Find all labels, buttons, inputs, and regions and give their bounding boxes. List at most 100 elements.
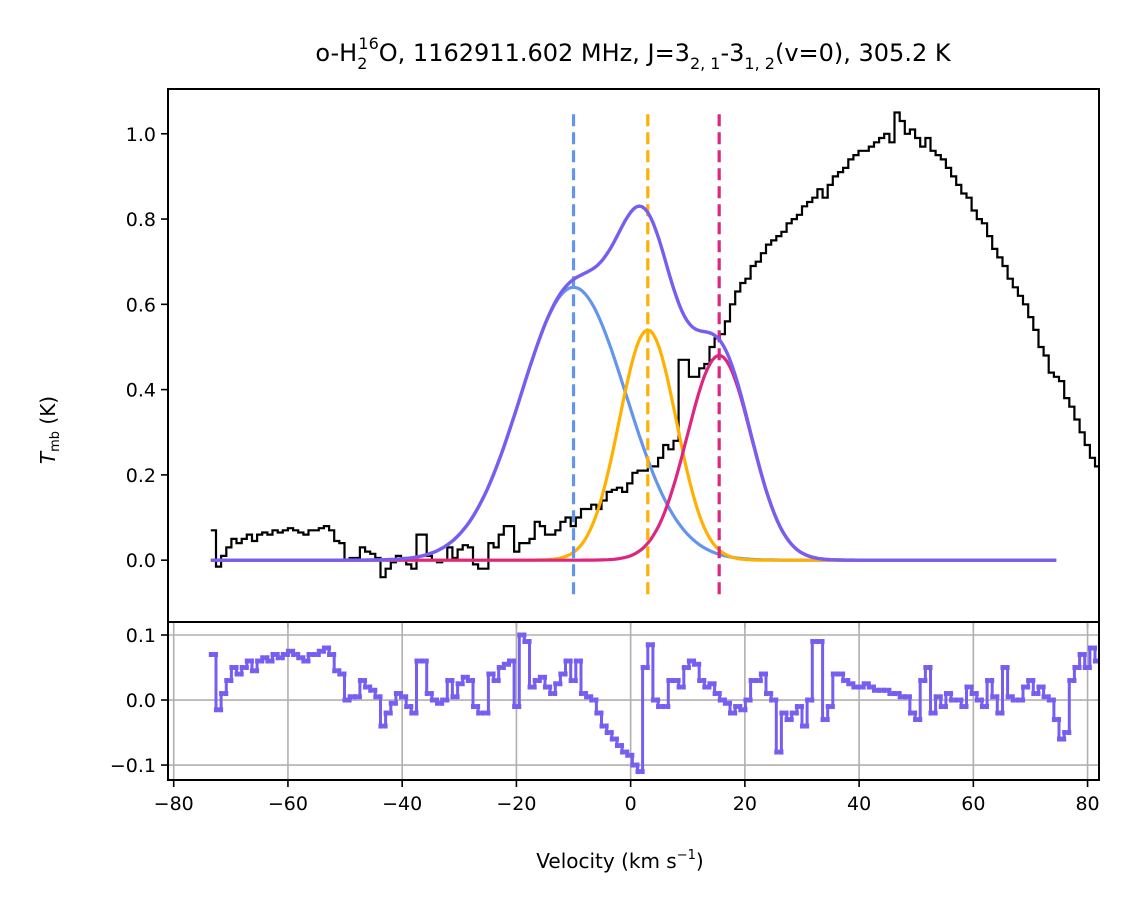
residual-point — [866, 681, 871, 687]
residual-point — [629, 752, 635, 758]
residual-point — [979, 697, 984, 703]
residual-point — [1031, 691, 1036, 697]
residual-point — [599, 710, 604, 716]
residual-point — [1071, 678, 1077, 684]
residual-point — [244, 658, 250, 664]
residual-point — [1046, 697, 1052, 703]
residual-point — [614, 736, 619, 742]
residual-point — [877, 687, 882, 693]
residual-point — [337, 671, 342, 677]
residual-point — [491, 671, 496, 677]
residual-point — [784, 710, 789, 716]
residual-point — [886, 687, 892, 693]
residual-point — [537, 674, 543, 680]
residual-point — [1030, 678, 1036, 684]
residual-point — [820, 717, 826, 723]
residual-point — [506, 661, 511, 667]
residual-point — [455, 681, 461, 687]
residual-point — [1041, 694, 1047, 700]
residual-point — [1119, 717, 1124, 722]
residual-point — [270, 658, 275, 664]
residual-point — [686, 665, 691, 671]
residual-point — [449, 678, 455, 684]
residual-point — [255, 658, 260, 664]
residual-point — [1114, 711, 1119, 716]
residual-point — [291, 652, 296, 658]
residual-point — [810, 639, 815, 645]
residual-point — [1092, 645, 1098, 651]
residual-point — [1056, 717, 1062, 723]
residual-point — [913, 717, 918, 723]
residual-point — [691, 658, 697, 664]
residual-point — [501, 661, 507, 667]
residual-point — [460, 681, 465, 687]
residual-point — [306, 658, 311, 664]
residual-point — [475, 704, 481, 710]
residual-point — [244, 665, 249, 671]
residual-point — [219, 691, 224, 697]
residual-point — [239, 665, 245, 671]
residual-point — [712, 691, 718, 697]
y-tick-label: 1.0 — [126, 124, 156, 146]
residual-point — [578, 658, 583, 664]
residual-point — [357, 694, 362, 700]
residual-point — [563, 658, 569, 664]
residual-point — [722, 697, 727, 703]
residual-point — [501, 665, 506, 671]
residual-point — [640, 665, 646, 671]
residual-point — [440, 697, 445, 703]
residual-point — [424, 691, 430, 697]
residual-point — [383, 723, 388, 729]
residual-point — [784, 717, 790, 723]
residual-point — [589, 697, 594, 703]
residual-point — [265, 658, 270, 664]
residual-point — [435, 700, 440, 706]
residual-point — [717, 697, 723, 703]
residual-point — [512, 704, 517, 710]
residual-point — [701, 678, 707, 684]
residual-point — [275, 652, 280, 658]
residual-point — [954, 697, 959, 703]
residual-point — [563, 671, 568, 677]
residual-point — [722, 700, 728, 706]
residual-point — [928, 665, 933, 671]
residual-point — [496, 678, 501, 684]
residual-point — [419, 658, 425, 664]
residual-point — [470, 678, 476, 684]
residual-point — [1066, 730, 1072, 736]
residual-point — [887, 691, 892, 697]
x-tick-label: 60 — [961, 793, 985, 815]
residual-point — [645, 642, 651, 648]
residual-point — [347, 694, 353, 700]
residual-point — [321, 645, 327, 651]
residual-point — [681, 665, 687, 671]
residual-point — [383, 710, 389, 716]
residual-point — [434, 697, 440, 703]
residual-point — [949, 697, 954, 703]
chart-title: o-H216O, 1162911.602 MHz, J=32, 1-31, 2(… — [315, 34, 951, 73]
residual-point — [619, 743, 625, 749]
residual-point — [871, 684, 876, 690]
residual-point — [825, 704, 831, 710]
residual-point — [928, 710, 934, 716]
residual-point — [938, 704, 944, 710]
residual-point — [295, 652, 301, 658]
residual-point — [260, 655, 265, 661]
residual-point — [625, 752, 630, 758]
y-tick-label: 0.4 — [126, 380, 156, 402]
residual-point — [917, 717, 923, 723]
residual-point — [1061, 736, 1067, 742]
residual-point — [388, 700, 394, 706]
residual-point — [465, 674, 470, 680]
residual-point — [1035, 691, 1041, 697]
residual-point — [1123, 717, 1128, 722]
residual-point — [985, 678, 990, 684]
residual-point — [634, 762, 640, 768]
residual-point — [922, 678, 928, 684]
residual-point — [393, 700, 398, 706]
residual-point — [223, 691, 229, 697]
residual-point — [758, 671, 764, 677]
residual-point — [414, 658, 419, 664]
gaussian-component-blue — [210, 285, 1057, 562]
residual-point — [357, 678, 363, 684]
